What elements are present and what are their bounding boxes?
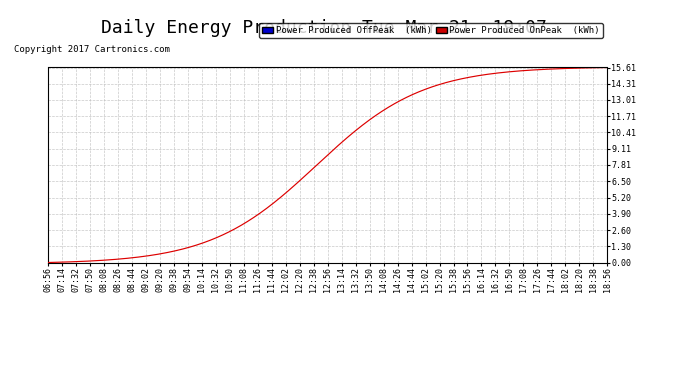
Text: Copyright 2017 Cartronics.com: Copyright 2017 Cartronics.com [14,45,170,54]
Legend: Power Produced OffPeak  (kWh), Power Produced OnPeak  (kWh): Power Produced OffPeak (kWh), Power Prod… [259,23,602,38]
Text: Daily Energy Production Tue Mar 21  19:07: Daily Energy Production Tue Mar 21 19:07 [101,19,547,37]
